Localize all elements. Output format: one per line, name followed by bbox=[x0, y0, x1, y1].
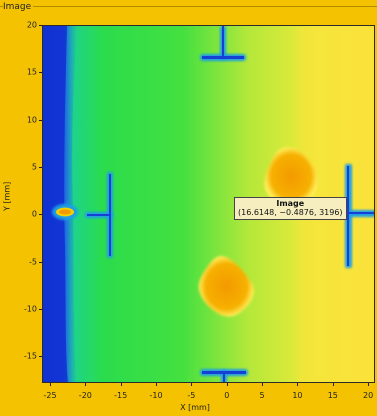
x-tick-mark bbox=[120, 383, 122, 386]
x-tick-mark bbox=[262, 383, 264, 386]
x-tick-label: 0 bbox=[224, 391, 230, 400]
x-tick-mark bbox=[156, 383, 158, 386]
y-tick-mark bbox=[39, 25, 42, 26]
x-tick-mark bbox=[332, 383, 334, 386]
hot-spot-lower-center bbox=[198, 256, 254, 317]
y-tick-label: 5 bbox=[31, 162, 37, 172]
panel-title: Image bbox=[3, 2, 34, 12]
x-tick-label: 10 bbox=[292, 391, 303, 400]
hot-spot-upper-right bbox=[264, 147, 318, 206]
y-tick-mark bbox=[39, 214, 42, 216]
y-tick-mark bbox=[39, 308, 42, 310]
x-tick-label: 15 bbox=[327, 391, 338, 400]
x-tick-mark bbox=[50, 383, 51, 386]
y-tick-mark bbox=[39, 72, 42, 74]
marker-right bbox=[345, 164, 374, 268]
x-axis-label: X [mm] bbox=[180, 403, 210, 412]
x-tick-mark bbox=[226, 383, 228, 386]
x-tick-label: 5 bbox=[259, 391, 265, 400]
y-tick-mark bbox=[39, 166, 42, 168]
x-tick-label: -15 bbox=[114, 391, 128, 400]
panel-title-line bbox=[0, 6, 377, 7]
x-tick-label: -5 bbox=[187, 391, 196, 400]
tooltip-title: Image bbox=[276, 199, 305, 208]
y-tick-label: 15 bbox=[26, 67, 37, 77]
y-tick-label: 10 bbox=[26, 115, 37, 125]
marker-bottom bbox=[200, 369, 248, 382]
x-tick-label: 20 bbox=[363, 391, 374, 400]
y-tick-label: -10 bbox=[23, 304, 37, 314]
x-tick-label: -25 bbox=[43, 391, 57, 400]
y-tick-mark bbox=[39, 356, 42, 358]
x-tick-mark bbox=[368, 383, 370, 386]
y-tick-label: 0 bbox=[31, 209, 37, 219]
y-tick-label: -5 bbox=[29, 257, 37, 266]
value-tooltip: Image (16.6148, −0.4876, 3196) bbox=[234, 197, 347, 220]
y-axis-label: Y [mm] bbox=[2, 181, 12, 211]
marker-top bbox=[200, 26, 246, 61]
x-tick-label: -20 bbox=[78, 391, 92, 400]
x-tick-mark bbox=[297, 383, 299, 386]
y-tick-label: 20 bbox=[26, 20, 37, 30]
left-edge-deep-blue bbox=[43, 26, 68, 382]
y-tick-mark bbox=[39, 261, 42, 263]
y-tick-label: -15 bbox=[23, 351, 37, 361]
marker-left bbox=[85, 172, 113, 258]
x-tick-mark bbox=[85, 383, 87, 386]
tooltip-value: (16.6148, −0.4876, 3196) bbox=[238, 208, 343, 217]
marker-left-edge-arrow bbox=[52, 204, 78, 220]
x-tick-label: -10 bbox=[149, 391, 163, 400]
x-tick-mark bbox=[191, 383, 193, 386]
y-tick-mark bbox=[39, 119, 42, 121]
